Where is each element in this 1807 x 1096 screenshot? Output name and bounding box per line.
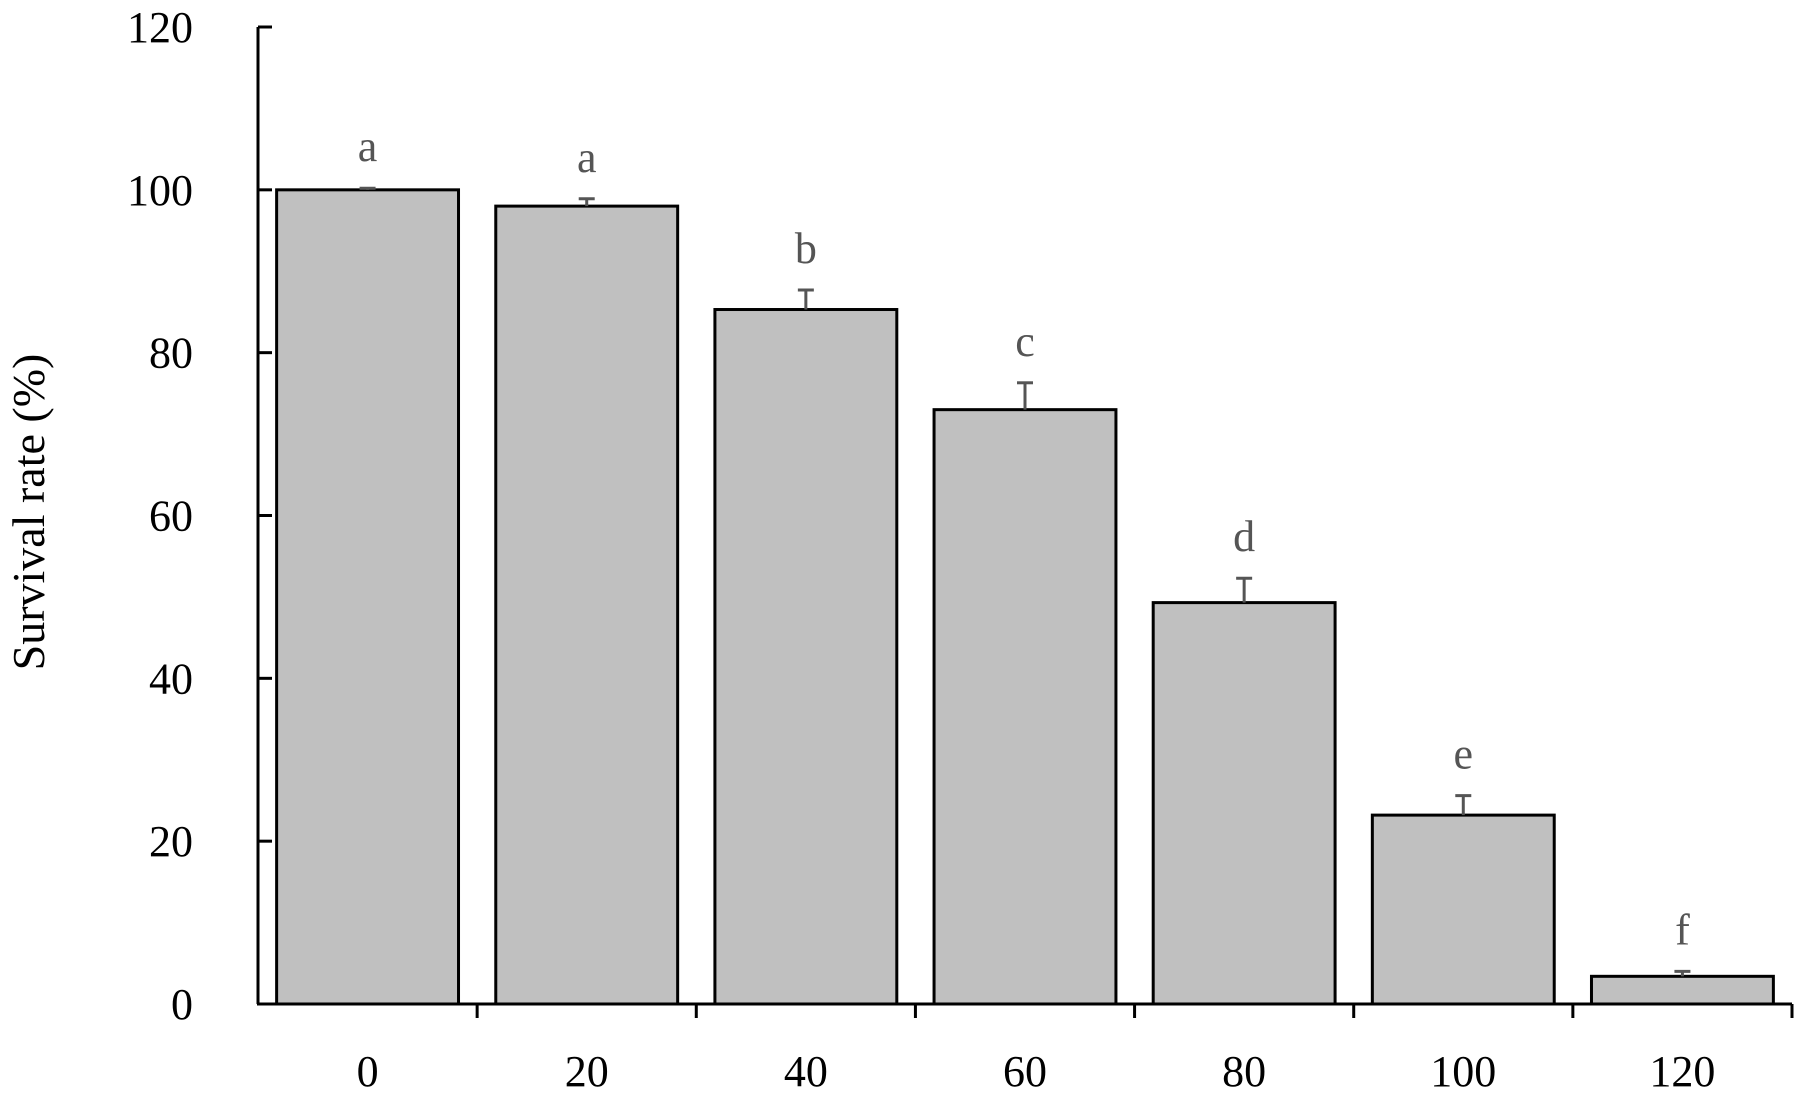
bar-120 xyxy=(1589,974,1775,1006)
error-bar-0 xyxy=(359,186,376,190)
error-bar-60 xyxy=(1017,381,1033,410)
significance-label-120: f xyxy=(1675,905,1690,954)
significance-label-0: a xyxy=(358,122,378,171)
y-axis-title: Survival rate (%) xyxy=(3,354,54,671)
y-tick-label: 40 xyxy=(149,654,193,703)
significance-label-100: e xyxy=(1454,730,1474,779)
x-tick-label: 120 xyxy=(1649,1047,1715,1096)
significance-labels-layer: a a b c d e f xyxy=(358,122,1690,954)
error-bar-20 xyxy=(578,197,595,207)
x-tick-label: 20 xyxy=(565,1047,609,1096)
y-tick-label: 80 xyxy=(149,329,193,378)
x-tick-label: 100 xyxy=(1430,1047,1496,1096)
error-bar-40 xyxy=(797,288,814,310)
bars-layer xyxy=(275,188,1775,1006)
error-bar-80 xyxy=(1236,576,1253,603)
significance-label-40: b xyxy=(795,224,817,273)
bar-20 xyxy=(494,204,680,1006)
y-tick-label: 120 xyxy=(127,3,193,52)
error-bar-120 xyxy=(1674,969,1691,977)
y-tick-label: 20 xyxy=(149,817,193,866)
significance-label-20: a xyxy=(577,133,597,182)
x-tick-label: 80 xyxy=(1222,1047,1266,1096)
bar-80 xyxy=(1151,601,1337,1006)
bar-0 xyxy=(275,188,461,1006)
error-bar-100 xyxy=(1455,794,1472,816)
y-tick-label: 60 xyxy=(149,492,193,541)
x-tick-label: 60 xyxy=(1003,1047,1047,1096)
x-ticks-layer: 0 20 40 60 80 100 120 xyxy=(357,1004,1794,1096)
y-ticks-layer: 0 20 40 60 80 100 120 xyxy=(127,3,272,1029)
significance-label-60: c xyxy=(1015,317,1035,366)
error-bars-layer xyxy=(359,186,1691,977)
bar-40 xyxy=(713,308,899,1006)
significance-label-80: d xyxy=(1233,512,1255,561)
y-tick-label: 0 xyxy=(171,980,193,1029)
x-tick-label: 40 xyxy=(784,1047,828,1096)
bar-100 xyxy=(1370,813,1556,1006)
bar-60 xyxy=(932,408,1118,1006)
x-tick-label: 0 xyxy=(357,1047,379,1096)
y-tick-label: 100 xyxy=(127,166,193,215)
